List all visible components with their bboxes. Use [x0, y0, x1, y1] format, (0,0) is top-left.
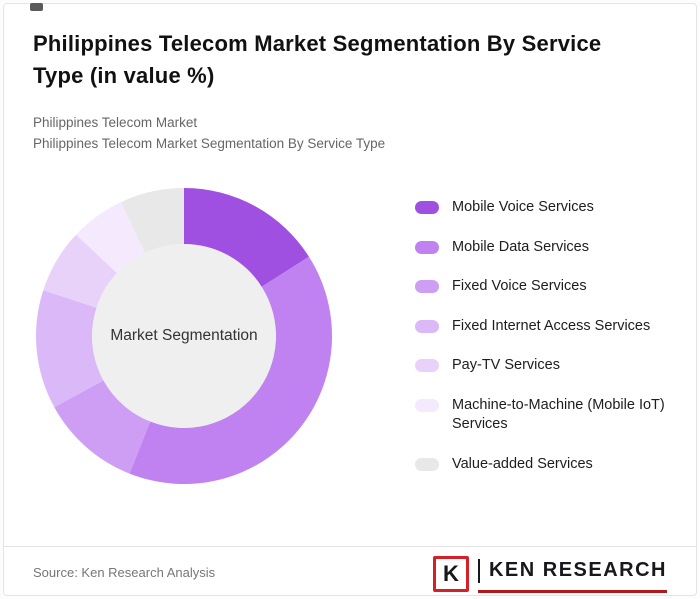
footer: Source: Ken Research Analysis K KEN RESE… [4, 546, 696, 596]
logo-text: KEN RESEARCH [488, 559, 667, 581]
legend-label: Pay-TV Services [452, 357, 560, 374]
legend-swatch [415, 319, 439, 333]
logo-wordmark: KEN RESEARCH [477, 556, 667, 593]
logo-divider [477, 558, 480, 583]
legend-item: Pay-TV Services [415, 356, 680, 376]
donut-svg [36, 188, 333, 485]
ken-research-logo: K KEN RESEARCH [432, 556, 667, 593]
legend-item: Mobile Data Services [415, 238, 680, 258]
legend-label: Mobile Voice Services [452, 199, 594, 215]
source-text: Source: Ken Research Analysis [33, 565, 216, 580]
legend-swatch [415, 398, 439, 412]
legend-label: Value-added Services [452, 455, 593, 472]
chart-legend: Mobile Voice Services Mobile Data Service… [415, 198, 680, 495]
corner-mark [30, 3, 43, 11]
legend-swatch [415, 201, 439, 214]
donut-slice [54, 380, 151, 474]
legend-item: Fixed Voice Services [415, 277, 680, 297]
legend-item: Value-added Services [415, 455, 680, 475]
legend-label: Fixed Internet Access Services [452, 317, 651, 334]
legend-item: Mobile Voice Services [415, 198, 680, 218]
donut-slice [129, 256, 333, 485]
chart-title: Philippines Telecom Market Segmentation … [33, 31, 602, 88]
legend-swatch [415, 457, 439, 471]
chart-subtitle-segmentation: Philippines Telecom Market Segmentation … [33, 136, 386, 151]
donut-hole [92, 244, 276, 428]
logo-k-icon: K [432, 556, 469, 592]
legend-item: Machine-to-Machine (Mobile IoT) Services [415, 396, 680, 435]
legend-label: Mobile Data Services [452, 238, 589, 255]
donut-slice [120, 188, 184, 253]
legend-label: Fixed Voice Services [452, 278, 587, 295]
legend-item: Fixed Internet Access Services [415, 317, 680, 337]
chart-subtitle-market: Philippines Telecom Market [33, 115, 198, 130]
donut-slice [184, 188, 309, 287]
donut-slice [36, 290, 104, 408]
legend-swatch [415, 280, 439, 294]
donut-slice [76, 202, 145, 274]
legend-swatch [415, 359, 439, 373]
donut-chart: Market Segmentation [30, 182, 338, 490]
legend-label: Machine-to-Machine (Mobile IoT) Services [452, 396, 665, 433]
legend-swatch [415, 240, 439, 254]
donut-slice [43, 234, 117, 308]
